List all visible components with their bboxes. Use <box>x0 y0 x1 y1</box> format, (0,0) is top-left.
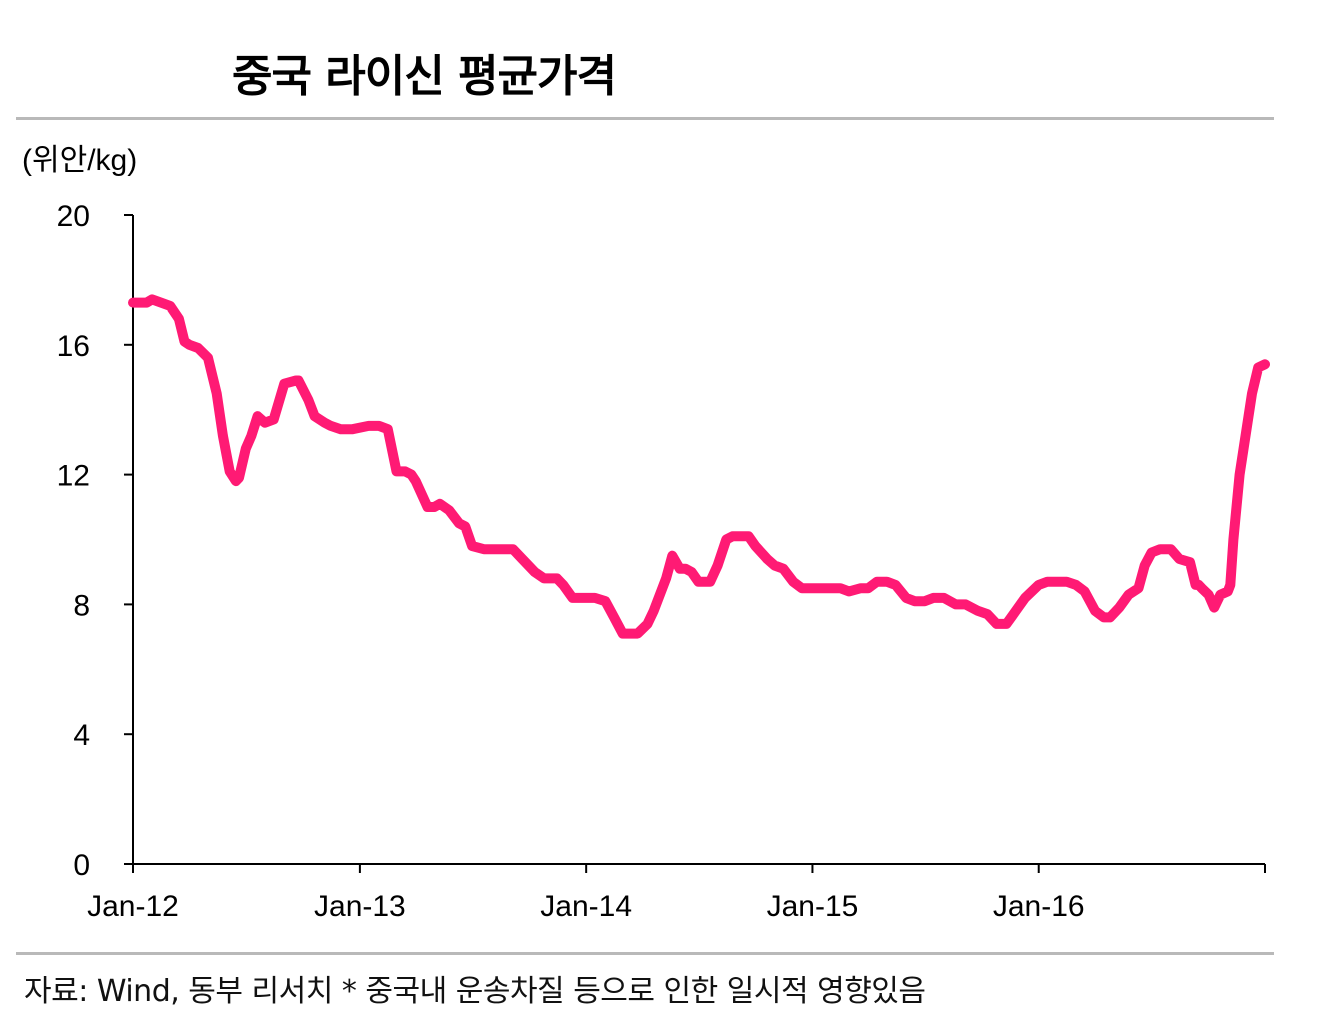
x-tick-label: Jan-16 <box>993 890 1085 923</box>
top-rule <box>16 117 1274 120</box>
x-tick-label: Jan-14 <box>540 890 632 923</box>
series-layer <box>128 294 1270 639</box>
y-tick-label: 12 <box>57 460 90 493</box>
y-tick-label: 8 <box>73 589 90 622</box>
x-axis: Jan-12 Jan-13 Jan-14 Jan-15 Jan-16 <box>87 863 1266 923</box>
x-tick-label: Jan-12 <box>87 890 179 923</box>
y-axis-unit-label: (위안/kg) <box>22 144 137 177</box>
bottom-rule <box>16 952 1274 955</box>
y-tick-label: 16 <box>57 330 90 363</box>
x-tick-label: Jan-13 <box>314 890 406 923</box>
source-note: 자료: Wind, 동부 리서치 * 중국내 운송차질 등으로 인한 일시적 영… <box>24 974 926 1009</box>
y-tick-label: 0 <box>73 849 90 882</box>
y-axis: 0 4 8 12 16 20 <box>57 200 134 882</box>
chart-title: 중국 라이신 평균가격 <box>232 51 617 102</box>
series-line <box>128 294 1270 639</box>
x-tick-label: Jan-15 <box>767 890 859 923</box>
y-tick-label: 4 <box>73 719 90 752</box>
y-tick-label: 20 <box>57 200 90 233</box>
